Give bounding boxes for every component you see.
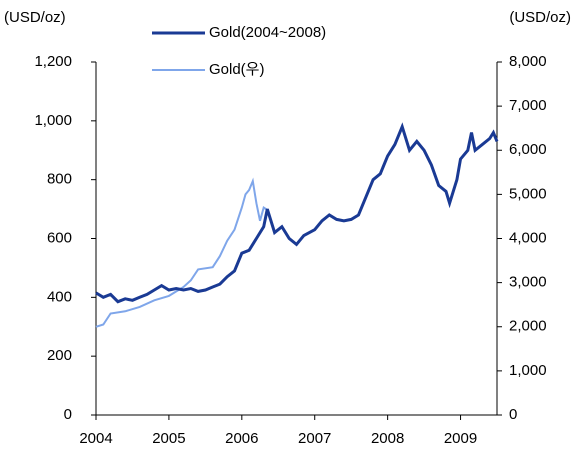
y-tick-label: 1,000 bbox=[34, 112, 72, 129]
y-tick-label: 400 bbox=[47, 288, 72, 305]
x-tick-label: 2009 bbox=[444, 430, 477, 447]
y2-tick-label: 3,000 bbox=[509, 274, 547, 291]
legend-label: Gold(2004~2008) bbox=[209, 24, 326, 41]
y-tick-label: 800 bbox=[47, 171, 72, 188]
line-series bbox=[95, 122, 499, 304]
y2-tick-label: 5,000 bbox=[509, 185, 547, 202]
y2-tick-label: 8,000 bbox=[509, 53, 547, 70]
y-axis-title: (USD/oz) bbox=[4, 9, 66, 26]
x-tick-label: 2008 bbox=[371, 430, 404, 447]
y-tick-label: 600 bbox=[47, 229, 72, 246]
y2-tick-label: 4,000 bbox=[509, 229, 547, 246]
x-tick-label: 2005 bbox=[152, 430, 185, 447]
y-tick-label: 200 bbox=[47, 347, 72, 364]
x-tick-label: 2007 bbox=[298, 430, 331, 447]
y2-tick-label: 6,000 bbox=[509, 141, 547, 158]
y-tick-label: 1,200 bbox=[34, 53, 72, 70]
legend-label: Gold(우) bbox=[209, 61, 264, 78]
y-tick-label: 0 bbox=[64, 406, 72, 423]
line-series bbox=[95, 177, 268, 328]
y2-tick-label: 7,000 bbox=[509, 97, 547, 114]
x-tick-label: 2006 bbox=[225, 430, 258, 447]
y2-tick-label: 1,000 bbox=[509, 362, 547, 379]
y2-tick-label: 0 bbox=[509, 406, 517, 423]
x-tick-label: 2004 bbox=[79, 430, 112, 447]
y2-axis-title: (USD/oz) bbox=[509, 9, 571, 26]
y2-tick-label: 2,000 bbox=[509, 318, 547, 335]
